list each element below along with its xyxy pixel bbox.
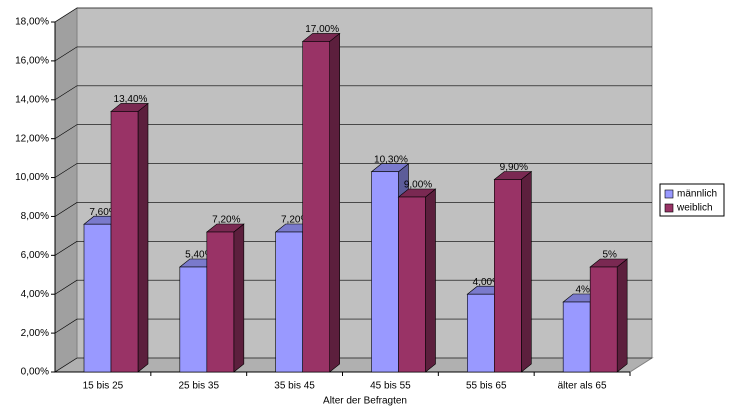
bar-side xyxy=(616,258,628,373)
legend: männlich weiblich xyxy=(659,183,725,217)
legend-label: weiblich xyxy=(676,203,713,214)
data-label: 5% xyxy=(602,250,617,261)
y-tick-label: 0,00% xyxy=(21,367,49,378)
x-tick-label: 55 bis 65 xyxy=(466,381,507,392)
data-label: 7,20% xyxy=(212,215,240,226)
x-axis-title: Alter der Befragten xyxy=(323,396,407,407)
bar xyxy=(110,111,139,373)
bar xyxy=(494,179,522,373)
bar xyxy=(206,231,235,373)
y-tick-label: 6,00% xyxy=(21,250,49,261)
data-label: 9,00% xyxy=(404,180,432,191)
x-tick-label: 15 bis 25 xyxy=(83,381,124,392)
x-tick-label: älter als 65 xyxy=(558,381,607,392)
data-label: 5,40% xyxy=(185,250,213,261)
bar xyxy=(275,231,303,373)
y-tick-label: 14,00% xyxy=(15,94,49,105)
bar xyxy=(371,171,399,373)
bar xyxy=(179,266,208,373)
y-tick-label: 4,00% xyxy=(21,289,49,300)
legend-swatch xyxy=(664,189,674,199)
bar-side xyxy=(425,188,436,373)
grid-line xyxy=(54,7,652,23)
data-label: 13,40% xyxy=(114,94,148,105)
data-label: 10,30% xyxy=(374,154,408,165)
bar xyxy=(467,293,495,373)
data-label: 4% xyxy=(575,285,590,296)
grid-line xyxy=(54,46,652,62)
legend-swatch xyxy=(664,203,674,213)
bar xyxy=(302,41,330,373)
legend-label: männlich xyxy=(677,189,717,200)
data-label: 9,90% xyxy=(500,162,528,173)
y-tick-label: 12,00% xyxy=(15,133,49,144)
bar xyxy=(83,223,112,373)
data-label: 7,20% xyxy=(281,215,309,226)
x-tick-label: 45 bis 55 xyxy=(370,381,411,392)
x-tick-label: 35 bis 45 xyxy=(274,381,315,392)
grid-line xyxy=(54,318,652,334)
bar-side xyxy=(521,170,532,373)
data-label: 4,00% xyxy=(473,277,501,288)
y-tick-label: 2,00% xyxy=(21,328,49,339)
grid-line xyxy=(54,202,652,217)
y-tick-label: 10,00% xyxy=(15,172,49,183)
bar-side xyxy=(329,32,340,373)
bar xyxy=(589,266,618,373)
y-tick-label: 8,00% xyxy=(21,211,49,222)
data-label: 17,00% xyxy=(305,24,339,35)
x-tick-label: 25 bis 35 xyxy=(178,381,219,392)
y-tick-label: 18,00% xyxy=(15,17,49,28)
grid-line xyxy=(54,241,652,256)
data-label: 7,60% xyxy=(89,207,117,218)
side-wall xyxy=(54,7,78,373)
bar xyxy=(562,301,591,373)
grid-line xyxy=(54,124,652,139)
grid-line xyxy=(54,163,652,178)
bar-side xyxy=(233,223,245,373)
grid-line xyxy=(54,357,652,373)
y-tick-label: 16,00% xyxy=(15,56,49,67)
grid-line xyxy=(54,85,652,101)
grid-line xyxy=(54,279,652,295)
bar-side xyxy=(137,102,149,373)
bar xyxy=(398,196,426,373)
